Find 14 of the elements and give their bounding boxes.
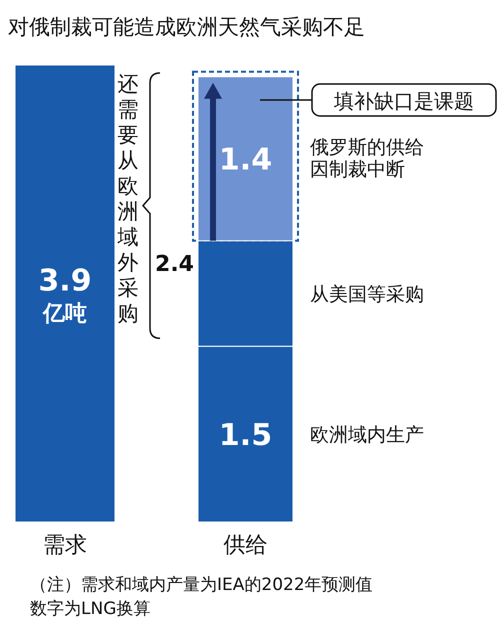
text: （注）需求和域内产量为IEA的2022年预测值 [30, 575, 373, 595]
data-label: 1.4 [218, 142, 272, 178]
data-label: 3.9 亿吨 [38, 264, 92, 326]
text: 还需要从欧洲域外采购 [118, 72, 138, 326]
x-tick-label: 供给 [224, 533, 268, 558]
data-label: 1.5 [218, 418, 272, 454]
series-label: 从美国等采购 [310, 284, 424, 306]
series-label: 欧洲域内生产 [310, 424, 424, 446]
text: 数字为LNG换算 [30, 599, 150, 619]
annotation: 填补缺口是课题 [333, 89, 474, 113]
series-label: 俄罗斯的供给因制裁中断 [310, 136, 424, 181]
x-tick-label: 需求 [43, 533, 87, 558]
chart-title: 对俄制裁可能造成欧洲天然气采购不足 [8, 15, 365, 39]
annotation: 2.4 [155, 252, 194, 277]
